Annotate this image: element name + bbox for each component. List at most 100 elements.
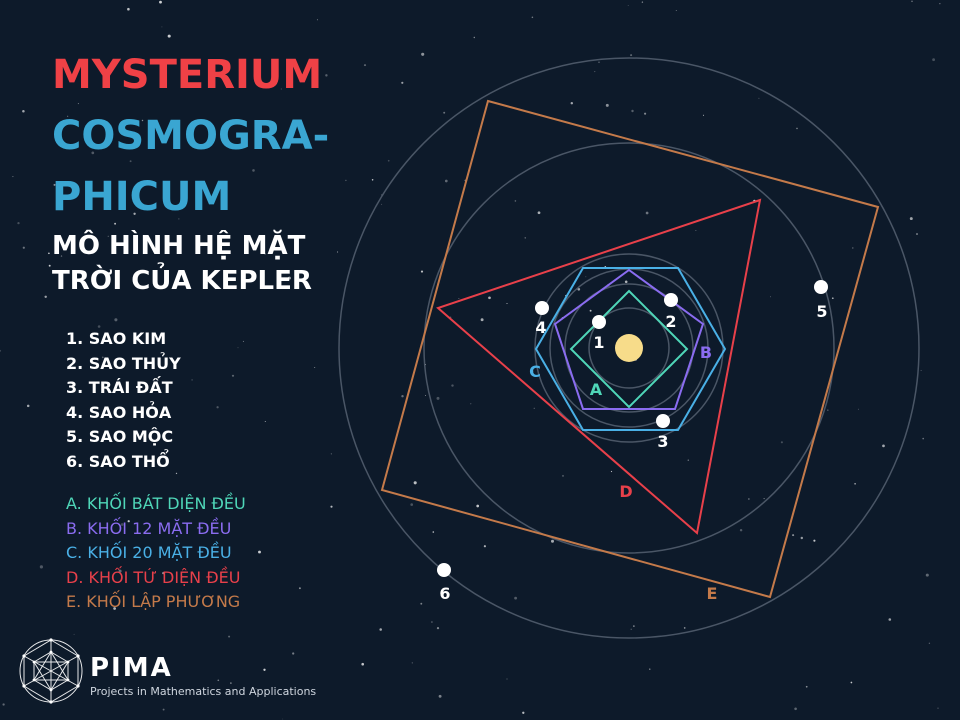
star-dot [205, 282, 208, 285]
star-dot [387, 159, 390, 162]
star-dot [217, 679, 220, 682]
star-dot [237, 347, 239, 349]
star-dot [430, 621, 433, 623]
star-dot [141, 119, 144, 122]
star-dot [230, 682, 232, 684]
star-dot [488, 296, 491, 300]
star-dot [644, 112, 647, 115]
star-dot [911, 0, 913, 3]
star-dot [371, 179, 374, 181]
star-dot [854, 482, 856, 485]
star-dot [48, 264, 51, 267]
planet-number-5: 5 [816, 302, 828, 321]
star-dot [420, 602, 423, 605]
orbit-mars [534, 253, 724, 443]
star-dot [60, 255, 63, 257]
octahedron-shape [569, 289, 689, 409]
star-dot [292, 652, 295, 655]
star-dot [401, 81, 404, 84]
star-dot [361, 662, 365, 666]
star-dot [242, 340, 244, 342]
icosahedron-shape [534, 267, 727, 431]
star-dot [175, 472, 178, 475]
planet-dot-saturn [437, 563, 451, 577]
star-dot [624, 280, 628, 284]
star-dot [161, 26, 163, 28]
star-dot [0, 349, 2, 352]
star-dot [97, 325, 101, 328]
star-dot [127, 520, 130, 523]
star-dot [630, 628, 632, 630]
star-dot [443, 111, 446, 114]
star-dot [77, 103, 79, 105]
planet-legend-item: 5. SAO MỘC [66, 427, 174, 446]
star-dot [687, 459, 690, 461]
star-dot [114, 222, 117, 225]
star-dot [438, 694, 442, 698]
solids-group [380, 99, 880, 599]
star-dot [17, 221, 20, 225]
solid-letter-d: D [619, 482, 633, 501]
planet-number-4: 4 [535, 318, 547, 337]
star-dot [792, 534, 795, 537]
orbit-group [338, 57, 920, 639]
star-dot [363, 64, 367, 67]
star-dot [473, 36, 476, 39]
star-dot [444, 179, 448, 183]
star-dot [562, 474, 564, 477]
planet-number-1: 1 [593, 333, 605, 352]
orbit-venus-outer [564, 283, 694, 413]
star-dot [129, 160, 132, 163]
star-dot [805, 685, 808, 688]
planet-dot-mercury [664, 293, 678, 307]
star-dot [258, 550, 261, 554]
star-dot [531, 16, 534, 19]
solid-legend-item-b: B. KHỐI 12 MẶT ĐỀU [66, 518, 232, 538]
star-dot [630, 54, 633, 57]
geodesic-sphere-icon [19, 638, 83, 704]
planet-legend-item: 3. TRÁI ĐẤT [66, 378, 173, 397]
star-dot [888, 618, 892, 621]
subtitle-line-1: MÔ HÌNH HỆ MẶT [52, 231, 306, 261]
brand-name: PIMA [90, 653, 173, 683]
star-dot [53, 183, 56, 186]
star-dot [928, 642, 931, 644]
star-dot [178, 218, 180, 220]
star-dot [22, 246, 25, 249]
star-dot [589, 309, 592, 312]
star-dot [937, 707, 939, 709]
star-dot [514, 200, 517, 202]
star-dot [577, 287, 581, 291]
star-dot [2, 703, 5, 706]
star-dot [585, 276, 587, 278]
star-dot [594, 71, 596, 73]
star-dot [39, 565, 43, 569]
star-dot [925, 573, 929, 577]
star-dot [424, 395, 426, 397]
star-dot [533, 407, 535, 409]
star-dot [436, 396, 440, 400]
cube-shape [380, 99, 880, 599]
planet-legend: 1. SAO KIM 2. SAO THỦY 3. TRÁI ĐẤT 4. SA… [66, 327, 181, 474]
star-dot [506, 302, 508, 305]
star-dot [850, 681, 853, 684]
planet-legend-item: 6. SAO THỔ [66, 451, 170, 471]
star-dot [530, 369, 534, 373]
star-dot [598, 61, 600, 64]
star-dot [191, 379, 193, 381]
star-dot [436, 627, 440, 630]
star-dot [26, 404, 30, 408]
star-dot [683, 627, 686, 629]
star-dot [264, 420, 266, 423]
star-dot [631, 109, 634, 113]
star-dot [411, 662, 413, 664]
star-dot [857, 408, 859, 410]
solid-letter-a: A [589, 380, 603, 399]
star-dot [22, 109, 25, 113]
star-dot [627, 5, 629, 7]
star-dot [67, 115, 69, 117]
star-dot [330, 505, 333, 508]
star-dot [330, 453, 332, 455]
star-dot [118, 569, 122, 573]
